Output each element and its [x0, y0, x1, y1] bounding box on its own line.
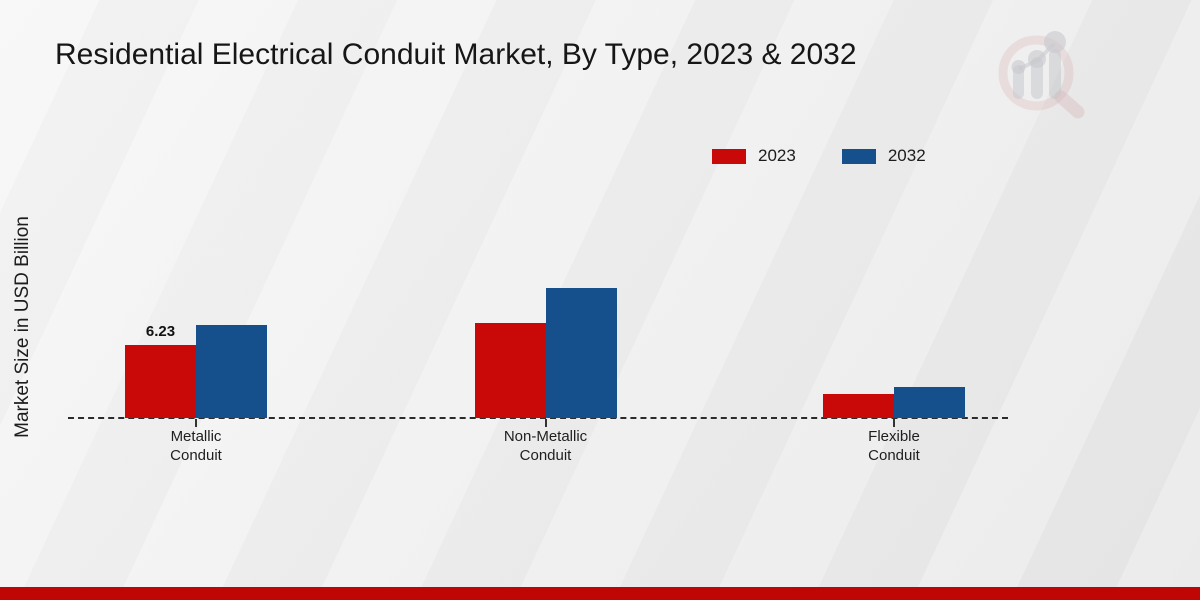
legend-label: 2032	[887, 146, 926, 165]
x-axis-tick	[544, 419, 547, 427]
legend-swatch-2023	[712, 148, 746, 164]
x-axis-tick	[893, 419, 895, 427]
chart-title: Residential Electrical Conduit Market, B…	[55, 38, 857, 71]
market-research-future-logo-icon	[998, 31, 1085, 119]
bar-2023-flexible-conduit	[823, 394, 894, 418]
legend-item-2032: 2032	[841, 146, 926, 166]
legend-label: 2023	[758, 146, 796, 165]
legend-item-2023: 2023	[712, 146, 796, 166]
legend: 2023 2032	[712, 146, 926, 166]
bar-2023-metallic-conduit	[125, 345, 196, 418]
x-axis-tick	[195, 419, 197, 427]
bar-2032-flexible-conduit	[894, 387, 965, 418]
footer-accent-bar	[0, 587, 1200, 600]
category-label-metallic-conduit: Metallic Conduit	[170, 428, 222, 464]
category-label-flexible-conduit: Flexible Conduit	[868, 428, 920, 464]
bar-2023-non-metallic-conduit	[474, 323, 546, 418]
bar-2032-metallic-conduit	[196, 325, 267, 418]
x-axis-line	[68, 417, 1008, 419]
category-label-non-metallic-conduit: Non-Metallic Conduit	[503, 428, 588, 464]
legend-swatch-2032	[841, 148, 876, 164]
bar-value-label: 6.23	[145, 323, 176, 340]
bar-2032-non-metallic-conduit	[545, 288, 617, 418]
